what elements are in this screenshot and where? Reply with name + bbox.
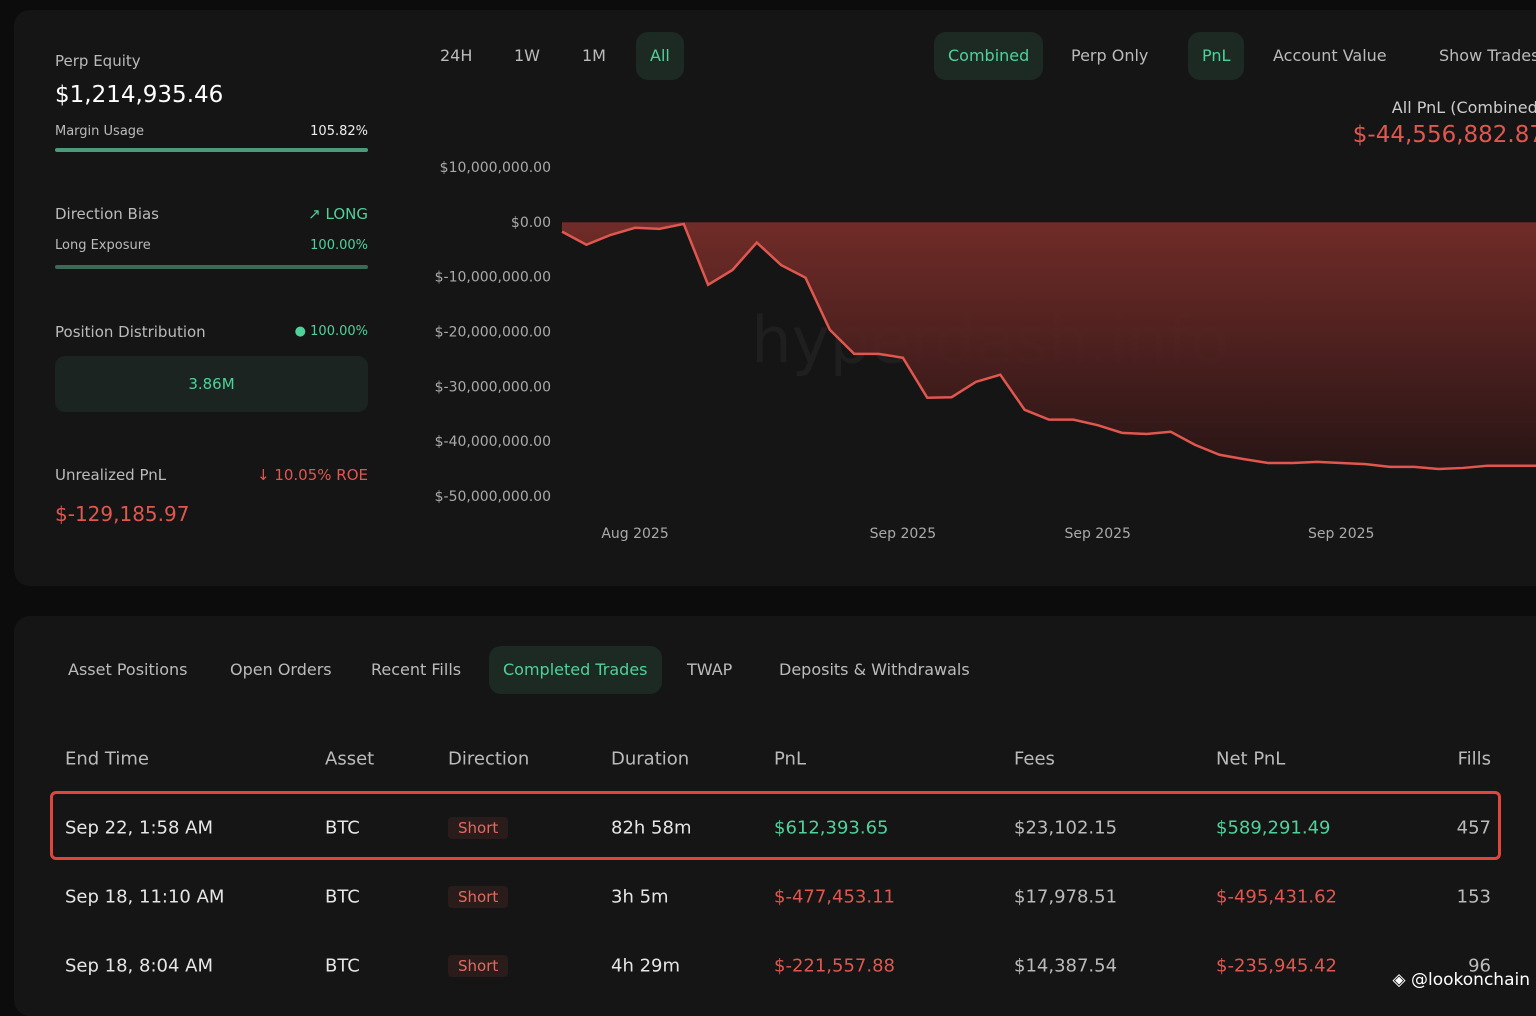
chart: hyperdash.info $10,000,000.00$0.00$-10,0…: [0, 0, 1536, 590]
cell: BTC: [325, 887, 360, 908]
cell: $17,978.51: [1014, 887, 1117, 908]
x-tick-label: Sep 2025: [1308, 526, 1374, 542]
y-tick-label: $-30,000,000.00: [435, 379, 551, 395]
column-header: PnL: [774, 749, 806, 770]
tab[interactable]: TWAP: [673, 646, 746, 694]
column-header: Duration: [611, 749, 689, 770]
cell: Sep 18, 11:10 AM: [65, 887, 224, 908]
cell: $-477,453.11: [774, 887, 895, 908]
y-tick-label: $-50,000,000.00: [435, 489, 551, 505]
y-tick-label: $-40,000,000.00: [435, 434, 551, 450]
cell: $-235,945.42: [1216, 956, 1337, 977]
column-header: Fills: [1458, 749, 1491, 770]
cell: Sep 18, 8:04 AM: [65, 956, 213, 977]
column-header: Net PnL: [1216, 749, 1285, 770]
cell: $14,387.54: [1014, 956, 1117, 977]
column-header: Fees: [1014, 749, 1055, 770]
cell: 153: [1457, 887, 1491, 908]
cell: $-495,431.62: [1216, 887, 1337, 908]
credit: ◈ @lookonchain: [1393, 970, 1530, 990]
direction-badge: Short: [448, 886, 508, 908]
tab[interactable]: Recent Fills: [357, 646, 475, 694]
direction-badge: Short: [448, 955, 508, 977]
y-tick-label: $-10,000,000.00: [435, 270, 551, 286]
tab[interactable]: Asset Positions: [54, 646, 201, 694]
column-header: Direction: [448, 749, 529, 770]
text: @lookonchain: [1411, 970, 1530, 990]
x-tick-label: Aug 2025: [601, 526, 668, 542]
column-header: End Time: [65, 749, 149, 770]
tab[interactable]: Deposits & Withdrawals: [765, 646, 984, 694]
area: [562, 223, 1536, 469]
y-tick-label: $10,000,000.00: [440, 160, 551, 176]
cell: 3h 5m: [611, 887, 669, 908]
cell: 4h 29m: [611, 956, 680, 977]
column-header: Asset: [325, 749, 374, 770]
y-tick-label: $-20,000,000.00: [435, 325, 551, 341]
x-tick-label: Sep 2025: [870, 526, 936, 542]
tab[interactable]: Completed Trades: [489, 646, 662, 694]
cell: BTC: [325, 956, 360, 977]
x-tick-label: Sep 2025: [1064, 526, 1130, 542]
y-tick-label: $0.00: [511, 215, 551, 231]
cell: $-221,557.88: [774, 956, 895, 977]
highlight-box: [50, 791, 1501, 860]
tab[interactable]: Open Orders: [216, 646, 346, 694]
